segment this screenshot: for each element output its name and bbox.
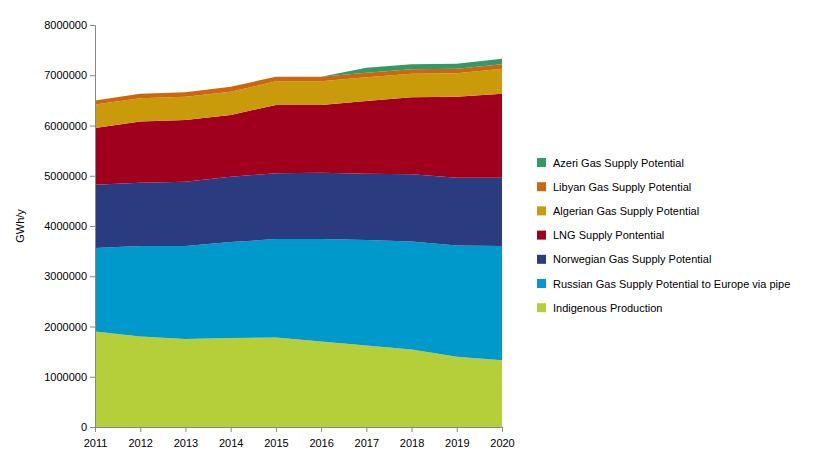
area: [95, 64, 502, 104]
area: [95, 173, 502, 248]
legend-label: Russian Gas Supply Potential to Europe v…: [553, 278, 790, 290]
tick: 2011: [84, 427, 108, 449]
legend-swatch: [537, 182, 546, 191]
legend-label: Norwegian Gas Supply Potential: [553, 253, 711, 265]
legend-label: Indigenous Production: [553, 302, 662, 314]
tick: 2013: [174, 427, 198, 449]
tick-mark: [90, 427, 95, 428]
tick: 0: [81, 421, 95, 433]
tick-label: 1000000: [44, 371, 87, 383]
tick: 2020: [490, 427, 514, 449]
tick-mark: [90, 327, 95, 328]
tick-mark: [276, 427, 277, 432]
tick-label: 4000000: [44, 220, 87, 232]
tick-mark: [90, 276, 95, 277]
tick-label: 2012: [128, 437, 152, 449]
areas: [95, 59, 502, 427]
tick: 8000000: [44, 19, 95, 31]
tick-label: 2016: [309, 437, 333, 449]
tick: 4000000: [44, 220, 95, 232]
tick-label: 2018: [400, 437, 424, 449]
tick-label: 3000000: [44, 270, 87, 282]
tick-mark: [457, 427, 458, 432]
tick-mark: [90, 226, 95, 227]
legend: Azeri Gas Supply Potential Libyan Gas Sup…: [537, 157, 790, 314]
legend-label: LNG Supply Pontential: [553, 229, 664, 241]
tick-mark: [231, 427, 232, 432]
tick-mark: [412, 427, 413, 432]
y-axis-title: GWh/y: [14, 209, 26, 243]
axis-line: [96, 428, 503, 433]
tick: 2014: [219, 427, 243, 449]
legend-label: Libyan Gas Supply Potential: [553, 181, 691, 193]
tick: 2018: [400, 427, 424, 449]
axis-line: [90, 26, 96, 428]
tick: 2016: [309, 427, 333, 449]
tick: 2012: [128, 427, 152, 449]
tick-label: 8000000: [44, 19, 87, 31]
tick-label: 2011: [84, 437, 108, 449]
tick-label: 2017: [355, 437, 379, 449]
legend-swatch: [537, 303, 546, 312]
legend-swatch: [537, 279, 546, 288]
legend-swatch: [537, 158, 546, 167]
tick-mark: [90, 377, 95, 378]
tick-label: 2020: [490, 437, 514, 449]
tick-label: 2000000: [44, 321, 87, 333]
tick: 1000000: [44, 371, 95, 383]
x-axis: 2011 2012 2013 2014 2015 2016 2017 2018 2019 2020: [84, 427, 515, 449]
tick-label: 6000000: [44, 120, 87, 132]
tick-mark: [90, 25, 95, 26]
y-axis: 0 1000000 2000000 3000000 4000000 5000000 6000…: [44, 19, 95, 433]
tick-label: 7000000: [44, 69, 87, 81]
tick-mark: [366, 427, 367, 432]
tick-label: 2014: [219, 437, 243, 449]
tick-label: 0: [81, 421, 87, 433]
area: [95, 59, 502, 101]
tick-mark: [321, 427, 322, 432]
tick-label: 2013: [174, 437, 198, 449]
legend-swatch: [537, 206, 546, 215]
tick-mark: [502, 427, 503, 432]
tick-mark: [95, 427, 96, 432]
plot: 0 1000000 2000000 3000000 4000000 5000000 6000…: [44, 19, 515, 449]
tick-label: 2019: [445, 437, 469, 449]
tick-mark: [90, 126, 95, 127]
tick: 5000000: [44, 170, 95, 182]
tick: 3000000: [44, 270, 95, 282]
tick: 7000000: [44, 69, 95, 81]
tick: 6000000: [44, 120, 95, 132]
legend-label: Azeri Gas Supply Potential: [553, 157, 684, 169]
tick: 2019: [445, 427, 469, 449]
area: [95, 239, 502, 360]
tick-mark: [90, 75, 95, 76]
tick: 2017: [355, 427, 379, 449]
tick-mark: [140, 427, 141, 432]
legend-swatch: [537, 231, 546, 240]
tick: 2000000: [44, 321, 95, 333]
tick-label: 5000000: [44, 170, 87, 182]
legend-label: Algerian Gas Supply Potential: [553, 205, 699, 217]
tick-label: 2015: [264, 437, 288, 449]
tick: 2015: [264, 427, 288, 449]
tick-mark: [90, 176, 95, 177]
legend-swatch: [537, 255, 546, 264]
chart: 0 1000000 2000000 3000000 4000000 5000000 6000…: [0, 0, 818, 468]
tick-mark: [185, 427, 186, 432]
